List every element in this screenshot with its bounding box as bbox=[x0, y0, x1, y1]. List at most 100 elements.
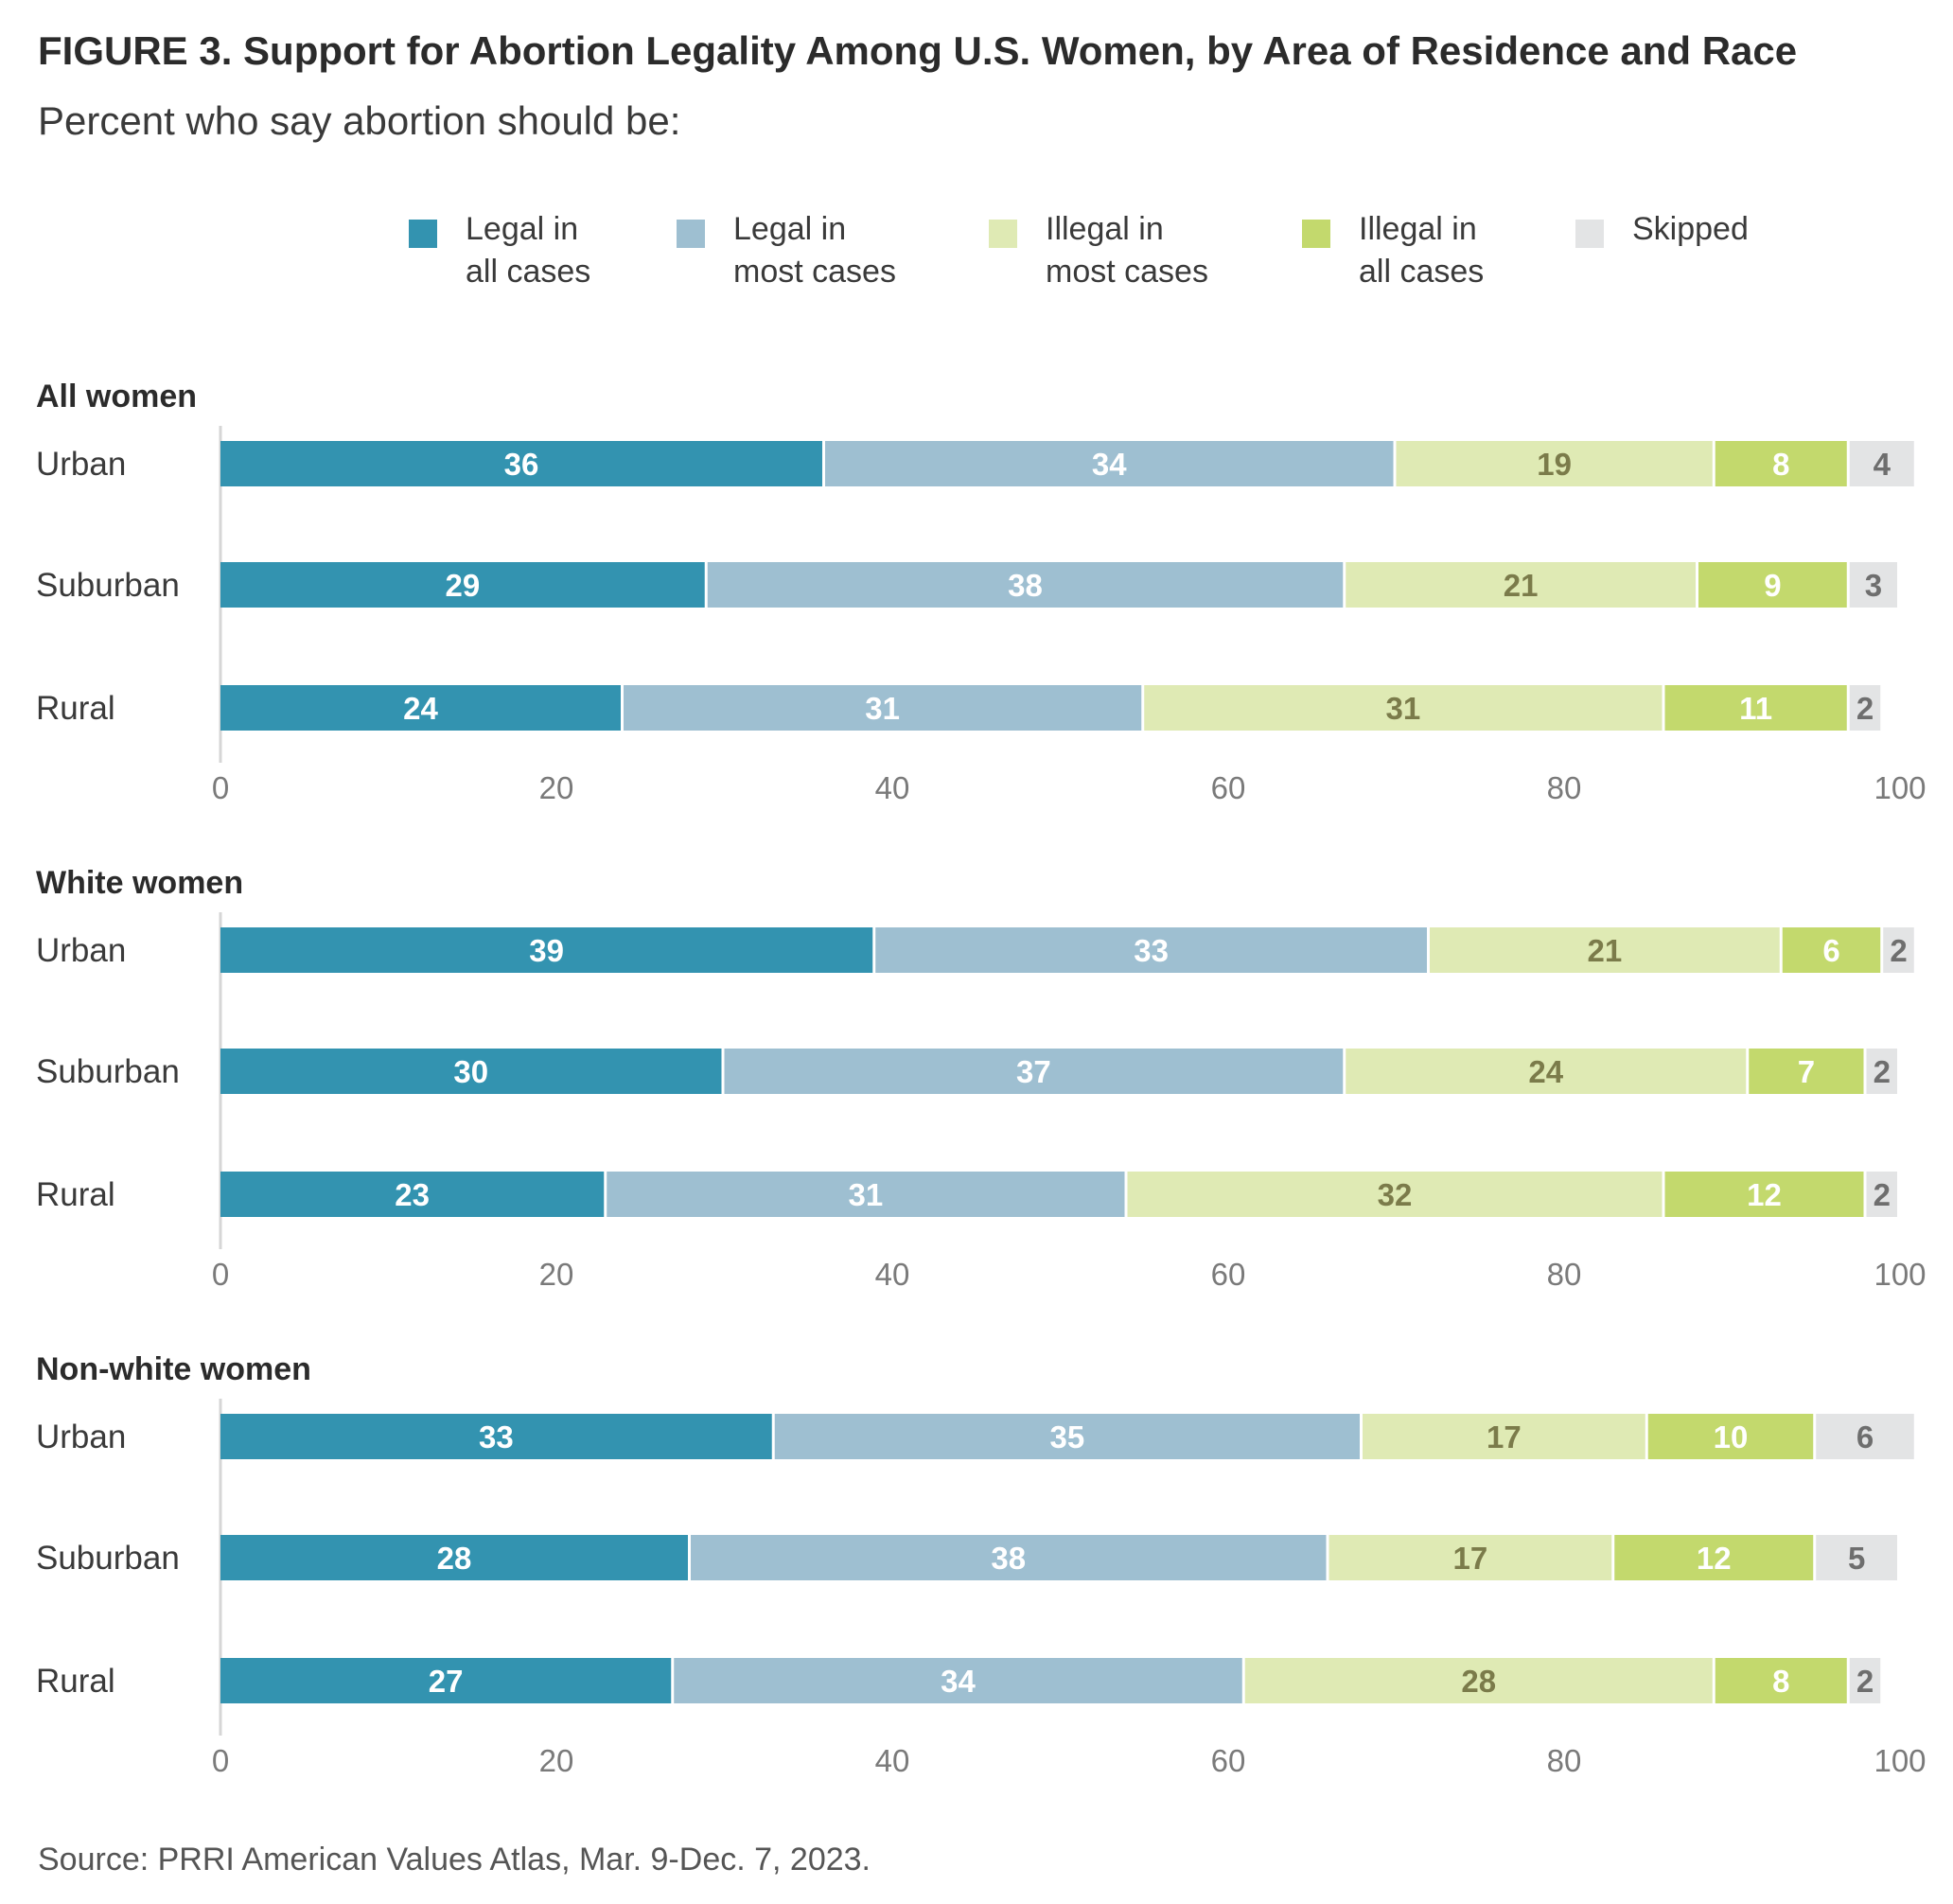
bar-white-women-suburban-skipped bbox=[1866, 1049, 1897, 1094]
value-label-all-women-rural-legal-in-all-cases: 24 bbox=[403, 691, 438, 726]
bar-white-women-urban-illegal-in-most-cases bbox=[1430, 927, 1780, 973]
legend-swatch-legal-most bbox=[677, 220, 705, 248]
value-label-non-white-women-suburban-illegal-in-most-cases: 17 bbox=[1453, 1541, 1488, 1576]
legend-label-line1: Illegal in bbox=[1359, 211, 1477, 247]
value-label-non-white-women-urban-skipped: 6 bbox=[1856, 1419, 1874, 1454]
bar-non-white-women-suburban-illegal-in-all-cases bbox=[1614, 1535, 1814, 1580]
bar-white-women-rural-illegal-in-all-cases bbox=[1664, 1172, 1864, 1217]
value-label-all-women-suburban-legal-in-most-cases: 38 bbox=[1008, 568, 1043, 603]
row-label-non-white-women-urban: Urban bbox=[36, 1419, 126, 1455]
panel-title-non-white-women: Non-white women bbox=[36, 1351, 311, 1387]
legend-label-line2: all cases bbox=[1359, 254, 1485, 290]
panel-title-white-women: White women bbox=[36, 865, 243, 901]
legend-label-illegal-all: Illegal in all cases bbox=[1359, 208, 1586, 293]
value-label-non-white-women-urban-legal-in-all-cases: 33 bbox=[479, 1419, 514, 1454]
bar-non-white-women-rural-illegal-in-all-cases bbox=[1715, 1658, 1847, 1703]
value-label-all-women-suburban-illegal-in-all-cases: 9 bbox=[1764, 568, 1781, 603]
row-label-all-women-urban: Urban bbox=[36, 446, 126, 483]
value-label-non-white-women-suburban-illegal-in-all-cases: 12 bbox=[1697, 1541, 1732, 1576]
value-label-non-white-women-suburban-legal-in-most-cases: 38 bbox=[991, 1541, 1026, 1576]
bar-white-women-urban-skipped bbox=[1883, 927, 1914, 973]
bar-white-women-urban-legal-in-all-cases bbox=[220, 927, 873, 973]
value-label-all-women-urban-legal-in-all-cases: 36 bbox=[504, 447, 539, 482]
bar-white-women-suburban-illegal-in-all-cases bbox=[1749, 1049, 1864, 1094]
tick-label-all-women-20: 20 bbox=[539, 770, 574, 805]
legend-label-line1: Legal in bbox=[733, 211, 847, 247]
value-label-white-women-suburban-legal-in-all-cases: 30 bbox=[453, 1054, 488, 1089]
bar-non-white-women-suburban-legal-in-most-cases bbox=[691, 1535, 1327, 1580]
bar-white-women-rural-legal-in-most-cases bbox=[607, 1172, 1125, 1217]
value-label-all-women-suburban-legal-in-all-cases: 29 bbox=[446, 568, 481, 603]
value-label-non-white-women-suburban-skipped: 5 bbox=[1848, 1541, 1865, 1576]
tick-label-white-women-100: 100 bbox=[1874, 1257, 1926, 1292]
panel-title-all-women: All women bbox=[36, 379, 197, 414]
value-label-all-women-suburban-skipped: 3 bbox=[1865, 568, 1882, 603]
value-label-all-women-urban-legal-in-most-cases: 34 bbox=[1092, 447, 1127, 482]
tick-label-white-women-0: 0 bbox=[212, 1257, 229, 1292]
bar-non-white-women-rural-legal-in-all-cases bbox=[220, 1658, 672, 1703]
legend-label-illegal-most: Illegal in most cases bbox=[1046, 208, 1273, 293]
value-label-all-women-rural-illegal-in-all-cases: 11 bbox=[1739, 691, 1772, 726]
chart-title: FIGURE 3. Support for Abortion Legality … bbox=[38, 28, 1798, 73]
tick-label-white-women-60: 60 bbox=[1211, 1257, 1246, 1292]
value-label-white-women-rural-illegal-in-all-cases: 12 bbox=[1747, 1177, 1782, 1212]
legend-swatch-illegal-all bbox=[1302, 220, 1330, 248]
bar-all-women-rural-legal-in-most-cases bbox=[624, 685, 1142, 731]
legend-label-legal-all: Legal in all cases bbox=[466, 208, 693, 293]
value-label-non-white-women-rural-illegal-in-most-cases: 28 bbox=[1461, 1664, 1496, 1699]
value-label-white-women-urban-skipped: 2 bbox=[1890, 933, 1907, 968]
bar-non-white-women-urban-illegal-in-all-cases bbox=[1647, 1414, 1814, 1459]
value-label-white-women-rural-skipped: 2 bbox=[1874, 1177, 1891, 1212]
bar-non-white-women-suburban-skipped bbox=[1816, 1535, 1897, 1580]
value-label-white-women-rural-illegal-in-most-cases: 32 bbox=[1378, 1177, 1413, 1212]
legend-label-line1: Illegal in bbox=[1046, 211, 1164, 247]
legend-label-legal-most: Legal in most cases bbox=[733, 208, 960, 293]
bar-non-white-women-urban-skipped bbox=[1816, 1414, 1914, 1459]
tick-label-non-white-women-20: 20 bbox=[539, 1743, 574, 1778]
tick-label-all-women-0: 0 bbox=[212, 770, 229, 805]
value-label-non-white-women-urban-legal-in-most-cases: 35 bbox=[1050, 1419, 1085, 1454]
tick-label-all-women-100: 100 bbox=[1874, 770, 1926, 805]
chart-subtitle: Percent who say abortion should be: bbox=[38, 98, 681, 143]
value-label-all-women-suburban-illegal-in-most-cases: 21 bbox=[1504, 568, 1539, 603]
legend-swatch-legal-all bbox=[409, 220, 437, 248]
tick-label-white-women-80: 80 bbox=[1547, 1257, 1582, 1292]
bar-white-women-rural-skipped bbox=[1866, 1172, 1897, 1217]
tick-label-all-women-40: 40 bbox=[875, 770, 910, 805]
row-label-white-women-urban: Urban bbox=[36, 932, 126, 969]
value-label-non-white-women-rural-legal-in-all-cases: 27 bbox=[429, 1664, 464, 1699]
legend-label-line2: most cases bbox=[733, 254, 896, 290]
tick-label-white-women-20: 20 bbox=[539, 1257, 574, 1292]
value-label-white-women-suburban-illegal-in-all-cases: 7 bbox=[1798, 1054, 1815, 1089]
tick-label-non-white-women-60: 60 bbox=[1211, 1743, 1246, 1778]
value-label-all-women-urban-illegal-in-most-cases: 19 bbox=[1537, 447, 1572, 482]
bar-white-women-rural-illegal-in-most-cases bbox=[1127, 1172, 1663, 1217]
bar-all-women-suburban-illegal-in-all-cases bbox=[1698, 562, 1847, 608]
value-label-all-women-urban-skipped: 4 bbox=[1874, 447, 1891, 482]
legend-label-line1: Skipped bbox=[1632, 211, 1749, 247]
value-label-non-white-women-suburban-legal-in-all-cases: 28 bbox=[437, 1541, 472, 1576]
bar-non-white-women-suburban-legal-in-all-cases bbox=[220, 1535, 688, 1580]
source-note: Source: PRRI American Values Atlas, Mar.… bbox=[38, 1842, 871, 1878]
value-label-white-women-urban-illegal-in-all-cases: 6 bbox=[1822, 933, 1839, 968]
bar-all-women-urban-illegal-in-most-cases bbox=[1396, 441, 1713, 486]
legend-swatch-skipped bbox=[1575, 220, 1604, 248]
bar-white-women-suburban-legal-in-most-cases bbox=[724, 1049, 1344, 1094]
bar-all-women-rural-legal-in-all-cases bbox=[220, 685, 621, 731]
bar-white-women-rural-legal-in-all-cases bbox=[220, 1172, 605, 1217]
bar-white-women-urban-legal-in-most-cases bbox=[875, 927, 1427, 973]
value-label-all-women-rural-illegal-in-most-cases: 31 bbox=[1386, 691, 1421, 726]
value-label-all-women-rural-skipped: 2 bbox=[1856, 691, 1874, 726]
bar-all-women-urban-legal-in-most-cases bbox=[825, 441, 1394, 486]
bar-all-women-suburban-illegal-in-most-cases bbox=[1346, 562, 1696, 608]
bar-non-white-women-suburban-illegal-in-most-cases bbox=[1328, 1535, 1612, 1580]
tick-label-non-white-women-100: 100 bbox=[1874, 1743, 1926, 1778]
tick-label-non-white-women-0: 0 bbox=[212, 1743, 229, 1778]
bar-all-women-urban-skipped bbox=[1849, 441, 1914, 486]
bar-all-women-suburban-legal-in-most-cases bbox=[707, 562, 1344, 608]
legend-label-line1: Legal in bbox=[466, 211, 579, 247]
value-label-white-women-urban-illegal-in-most-cases: 21 bbox=[1588, 933, 1623, 968]
bar-all-women-suburban-skipped bbox=[1849, 562, 1897, 608]
bar-non-white-women-rural-legal-in-most-cases bbox=[674, 1658, 1242, 1703]
